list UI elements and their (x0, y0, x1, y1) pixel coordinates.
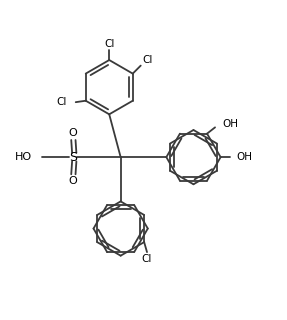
Text: O: O (68, 128, 77, 138)
Text: Cl: Cl (57, 97, 67, 107)
Text: Cl: Cl (142, 254, 152, 264)
Text: O: O (68, 176, 77, 186)
Text: Cl: Cl (104, 39, 115, 49)
Text: Cl: Cl (142, 55, 153, 65)
Text: OH: OH (236, 152, 252, 162)
Text: HO: HO (15, 152, 32, 162)
Text: OH: OH (222, 119, 238, 129)
Text: S: S (69, 151, 77, 164)
